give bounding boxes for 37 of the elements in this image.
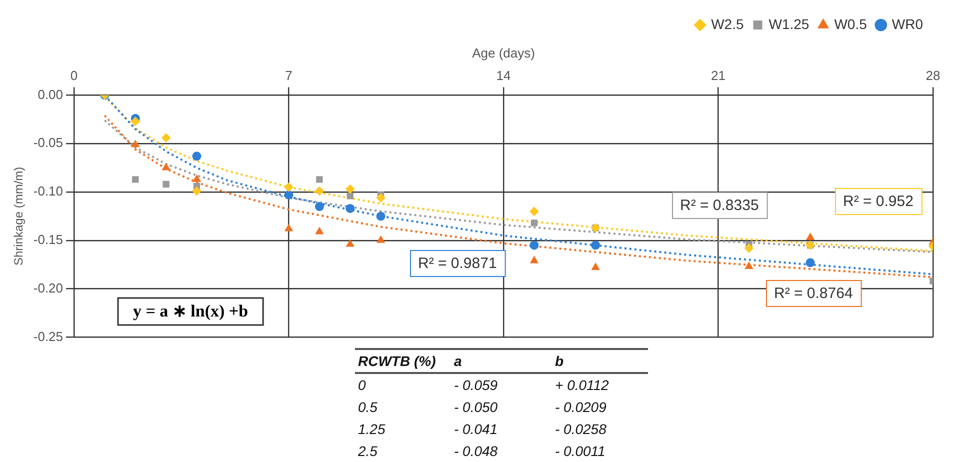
text: - 0.048 xyxy=(453,442,499,461)
text: - 0.059 xyxy=(453,376,499,395)
text: b xyxy=(554,352,565,371)
x-tick-label: 28 xyxy=(926,68,940,83)
y-tick-label: -0.15 xyxy=(33,232,64,247)
text: - 0.050 xyxy=(453,398,499,417)
y-tick-label: -0.25 xyxy=(33,328,64,344)
x-tick-label: 21 xyxy=(711,68,726,83)
text: RCWTB (%) xyxy=(357,352,437,371)
text: 0 xyxy=(357,376,367,395)
text: 0.5 xyxy=(357,398,378,417)
annotation: R² = 0.9871 xyxy=(418,255,497,272)
legend-label: W2.5 xyxy=(711,16,744,32)
annotation: R² = 0.8335 xyxy=(680,197,759,214)
y-tick-label: -0.20 xyxy=(33,280,64,296)
text: 2.5 xyxy=(357,442,378,461)
y-tick-label: 0.00 xyxy=(38,86,64,102)
legend-label: W1.25 xyxy=(768,16,810,32)
annotation: R² = 0.8764 xyxy=(774,285,853,302)
y-axis-title: Shrinkage (mm/m) xyxy=(12,166,26,266)
text: - 0.0258 xyxy=(554,420,608,439)
annotation: y = a ∗ ln(x) +b xyxy=(133,301,248,320)
x-tick-label: 0 xyxy=(70,68,78,83)
y-tick-label: -0.10 xyxy=(33,184,64,199)
legend-label: WR0 xyxy=(892,16,924,32)
text: - 0.0011 xyxy=(554,442,606,461)
text: - 0.041 xyxy=(453,420,499,439)
x-tick-label: 7 xyxy=(285,68,292,83)
x-tick-label: 14 xyxy=(496,68,511,83)
text: 1.25 xyxy=(357,420,386,439)
y-tick-label: -0.05 xyxy=(33,135,64,150)
text: + 0.0112 xyxy=(554,376,610,395)
text: - 0.0209 xyxy=(554,398,608,417)
annotation: R² = 0.952 xyxy=(843,193,914,210)
text: a xyxy=(453,352,463,371)
x-axis-title: Age (days) xyxy=(472,45,535,60)
legend-label: W0.5 xyxy=(834,16,868,32)
